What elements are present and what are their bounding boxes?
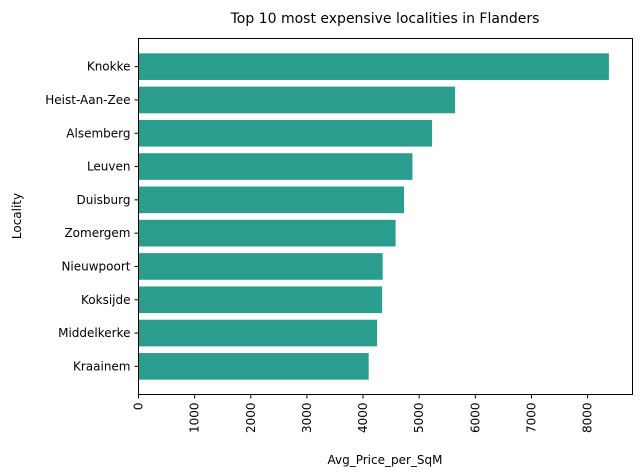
y-tick-label: Kraainem [73, 359, 131, 373]
x-axis-label: Avg_Price_per_SqM [327, 453, 442, 467]
bar-duisburg [138, 186, 405, 214]
x-tick-label: 0 [132, 403, 146, 411]
x-tick-label: 2000 [244, 403, 258, 434]
y-tick-label: Heist-Aan-Zee [45, 93, 130, 107]
y-tick-label: Alsemberg [66, 126, 130, 140]
bar-alsemberg [138, 119, 433, 147]
x-tick-label: 1000 [188, 403, 202, 434]
x-tick-label: 5000 [412, 403, 426, 434]
x-tick-label: 4000 [356, 403, 370, 434]
bar-leuven [138, 153, 413, 180]
chart-title: Top 10 most expensive localities in Flan… [230, 11, 540, 27]
x-axis-ticks: 0 1000 2000 3000 4000 5000 6000 7000 8000 [132, 394, 595, 434]
bar-heist-aan-zee [138, 86, 456, 114]
bar-nieuwpoort [138, 253, 383, 280]
bar-knokke [138, 53, 609, 80]
y-tick-label: Leuven [87, 160, 131, 174]
plot-frame [138, 38, 633, 395]
y-tick-label: Duisburg [77, 193, 131, 207]
y-tick-label: Knokke [87, 60, 131, 74]
y-axis-label: Locality [10, 193, 24, 239]
y-tick-label: Koksijde [81, 293, 130, 307]
x-tick-label: 7000 [524, 403, 538, 434]
x-tick-label: 3000 [300, 403, 314, 434]
y-axis-ticks: Knokke Heist-Aan-Zee Alsemberg Leuven Duisbu… [45, 60, 139, 373]
y-tick-label: Nieuwpoort [61, 259, 130, 273]
bars-group [138, 53, 609, 380]
y-tick-label: Middelkerke [58, 326, 130, 340]
bar-middelkerke [138, 319, 378, 347]
y-tick-label: Zomergem [64, 226, 130, 240]
bar-koksijde [138, 286, 383, 314]
x-tick-label: 8000 [581, 403, 595, 434]
bar-kraainem [138, 353, 369, 380]
x-tick-label: 6000 [468, 403, 482, 434]
bar-zomergem [138, 219, 396, 247]
